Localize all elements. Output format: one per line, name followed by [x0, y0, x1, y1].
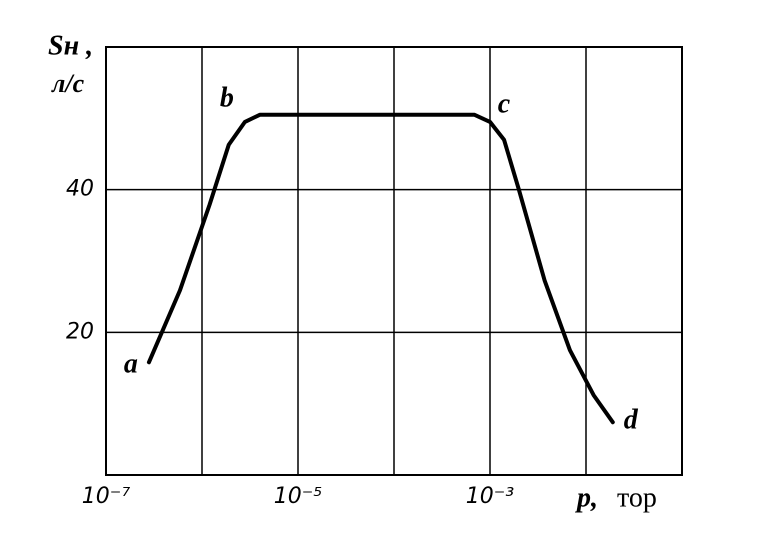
y-axis-label: Sн , — [48, 30, 93, 61]
x-tick-label: 10⁻⁵ — [274, 484, 322, 509]
x-axis-label: p, — [575, 482, 598, 513]
curve — [146, 112, 615, 425]
point-label: d — [624, 405, 639, 436]
point-label: c — [498, 88, 511, 119]
x-tick-label: 10⁻³ — [466, 484, 515, 509]
x-tick-label: 10⁻⁷ — [82, 484, 131, 509]
y-tick-label: 20 — [66, 319, 94, 344]
point-label: b — [220, 82, 234, 113]
x-axis-unit: тор — [617, 482, 657, 513]
point-label: a — [124, 349, 138, 380]
y-tick-label: 40 — [66, 177, 94, 202]
plot-frame — [105, 46, 683, 476]
y-axis-unit: л/с — [51, 69, 85, 98]
